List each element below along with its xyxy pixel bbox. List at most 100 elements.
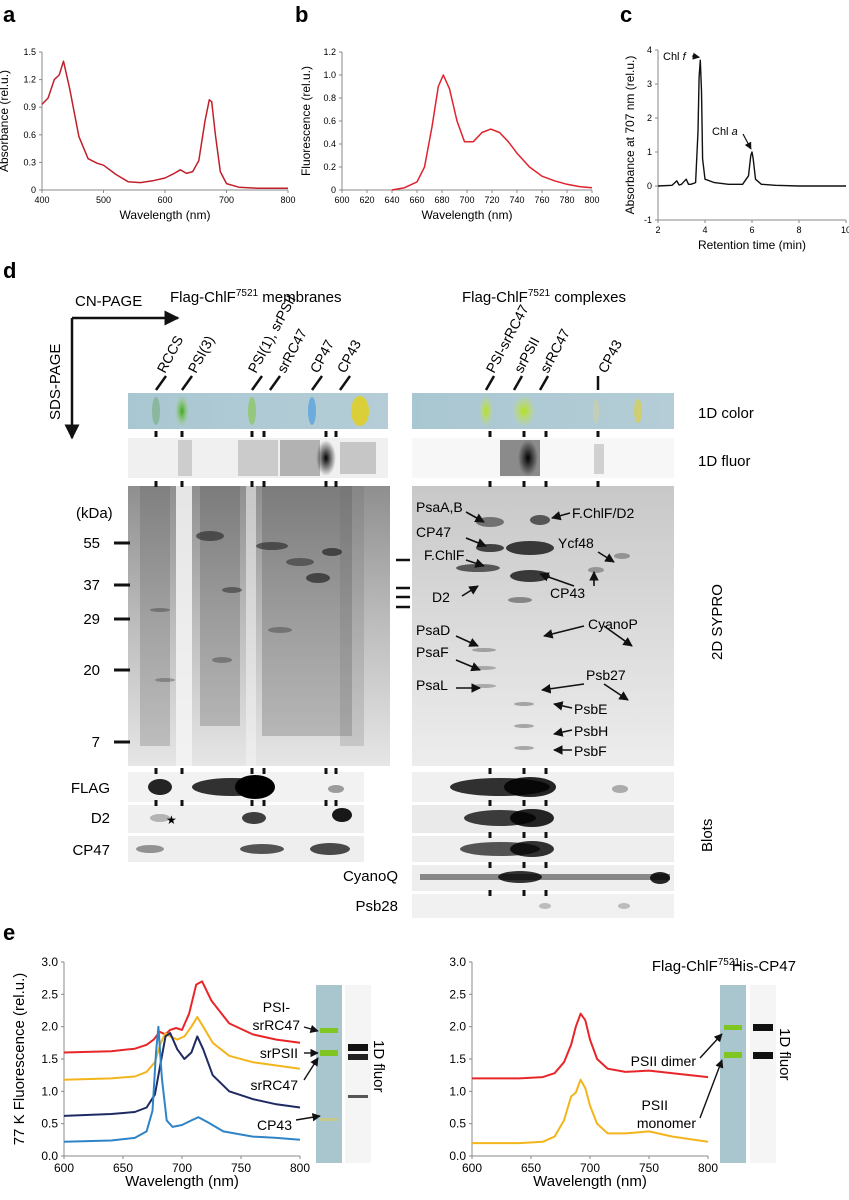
y-tick-label: 0.6 [323,116,336,126]
y-tick-label: 0 [331,185,336,195]
y-tick-label: 0.0 [41,1149,58,1163]
protein-label: CP43 [550,585,585,601]
protein-label: Ycf48 [558,535,594,551]
y-axis-label: Fluorescence (rel.u.) [299,66,313,176]
e-curve-labels: PSI-srRC47 srPSII srRC47 CP43 PSII dimer PSII… [251,999,724,1133]
y-tick-label: 1.5 [41,1052,58,1066]
kda-mark-label: 7 [92,734,100,751]
lane-label: CP47 [307,337,338,376]
blot-labels: FLAG D2 CP47 CyanoQ Psb28 [71,780,398,915]
y-tick-label: 3.0 [41,955,58,969]
complexes-title: Flag-ChlF7521 complexes [462,288,626,306]
curve-pointer [303,1024,319,1033]
lane-pointer [180,375,194,391]
protein-arrow [553,727,573,737]
series-line-0 [391,74,593,191]
e-right-fluor-label: 1D fluor [776,1028,793,1081]
kda-mark-label: 29 [83,611,100,628]
protein-label: PsaA,B [416,499,463,515]
lane-label: CP43 [334,337,365,376]
kda-mark-label: 37 [83,577,100,594]
series-line-psii-monomer [472,1078,709,1145]
y-tick-label: 1.2 [23,75,36,85]
y-tick-label: 1.5 [23,47,36,57]
y-tick-label: 0.9 [23,102,36,112]
kda-unit-label: (kDa) [76,505,113,522]
blot-label: Psb28 [355,898,398,915]
y-tick-label: 2 [647,113,652,123]
x-axis-label: Wavelength (nm) [120,208,211,222]
x-tick-label: 500 [96,195,111,205]
y-tick-label: 2.5 [41,987,58,1001]
protein-arrow [603,683,629,701]
right-2d-sypro-gel [412,486,674,766]
y-tick-label: 0 [647,181,652,191]
panel-letter-a: a [3,2,16,27]
y-tick-label: 0.0 [449,1149,466,1163]
curve-pointer [699,1059,724,1119]
x-tick-label: 700 [459,195,474,205]
protein-label: PsbF [574,743,607,759]
y-axis-label: Absorbance (rel.u.) [0,70,11,172]
cn-page-label: CN-PAGE [75,293,142,310]
x-tick-label: 700 [219,195,234,205]
panel-letter-b: b [295,2,308,27]
e-left-fluor-label: 1D fluor [370,1040,387,1093]
color-bands [152,395,642,427]
row-label-2d-sypro: 2D SYPRO [709,584,726,660]
chart-77k-flag-chlf: 600 650 700 750 800 0.0 0.5 1.0 1.5 2.0 2.5 3.0 Wave… [11,955,310,1190]
series-line-0 [657,59,846,187]
curve-pointer [295,1113,321,1122]
protein-arrow [539,572,575,587]
chart-77k-his-cp47: 600 650 700 750 800 0.0 0.5 1.0 1.5 2.0 2.5 3.0 Wave… [449,955,718,1190]
protein-label: PsbE [574,701,607,717]
x-tick-label: 700 [580,1161,600,1175]
blot-label: D2 [91,810,110,827]
series-line-0 [41,60,288,189]
protein-label: CyanoP [588,616,638,632]
y-tick-label: 2.0 [449,1020,466,1034]
peak-arrow [691,52,701,60]
x-tick-label: 8 [796,225,801,235]
x-tick-label: 680 [434,195,449,205]
row-label-blots: Blots [699,819,716,852]
blot-label: CP47 [72,842,110,859]
y-tick-label: 2.0 [41,1020,58,1034]
curve-label: PSII dimer [631,1053,697,1069]
protein-arrow [461,585,479,597]
y-tick-label: 0.5 [41,1117,58,1131]
y-tick-label: 1.5 [449,1052,466,1066]
y-tick-label: 1.2 [323,47,336,57]
lane-pointer [484,375,496,391]
y-tick-label: 3 [647,79,652,89]
protein-arrow [543,625,585,639]
curve-label: PSII monomer [637,1097,696,1131]
x-tick-label: 6 [749,225,754,235]
x-tick-label: 400 [34,195,49,205]
e-right-title: His-CP47 [732,958,796,975]
curve-label: CP43 [257,1117,292,1133]
x-tick-label: 800 [280,195,295,205]
y-tick-label: 0.2 [323,162,336,172]
x-tick-label: 600 [334,195,349,205]
curve-pointer [303,1057,319,1081]
y-tick-label: 4 [647,45,652,55]
panel-letter-d: d [3,258,16,283]
protein-label: PsaD [416,622,450,638]
gel-spots [140,486,630,766]
series-line-cp43 [63,1025,301,1143]
protein-label: Psb27 [586,667,626,683]
kda-mark-label: 55 [83,535,100,552]
lane-ticks [154,431,600,896]
x-tick-label: 800 [698,1161,718,1175]
lane-pointer [154,375,168,391]
x-axis-label: Wavelength (nm) [125,1173,239,1190]
protein-label: CP47 [416,524,451,540]
protein-label: PsaL [416,677,448,693]
y-tick-label: 0 [31,185,36,195]
protein-label: D2 [432,589,450,605]
x-tick-label: 800 [290,1161,310,1175]
kda-marks: 55 37 29 20 7 [83,535,130,751]
